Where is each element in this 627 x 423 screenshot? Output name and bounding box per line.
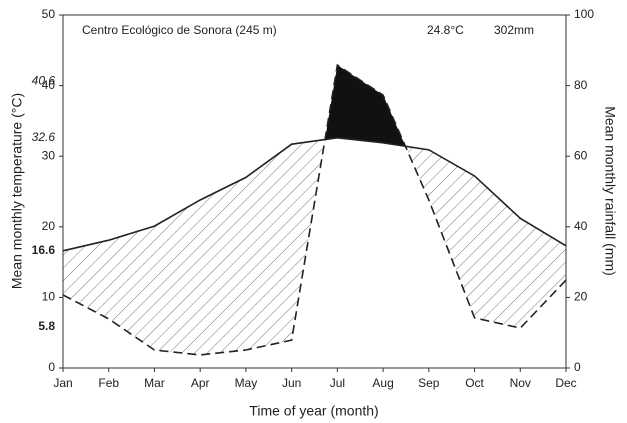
annual-rainfall: 302mm bbox=[494, 23, 534, 37]
temperature-line bbox=[62, 137, 567, 252]
y2-axis-title: Mean monthly rainfall (mm) bbox=[602, 106, 618, 276]
station-title: Centro Ecológico de Sonora (245 m) bbox=[82, 23, 277, 37]
marked-value-label: 40.6 bbox=[32, 74, 56, 88]
x-tick-label: Jun bbox=[282, 376, 301, 390]
fills bbox=[63, 65, 566, 355]
x-tick-label: Jan bbox=[53, 376, 72, 390]
rainfall-line bbox=[62, 63, 567, 356]
y-tick-label: 20 bbox=[42, 219, 56, 233]
y-axis-title: Mean monthly temperature (°C) bbox=[9, 93, 25, 289]
dry-area bbox=[63, 137, 566, 355]
y-tick-label: 50 bbox=[42, 7, 56, 21]
x-tick-label: Aug bbox=[372, 376, 393, 390]
y-tick-label: 40 bbox=[42, 78, 56, 92]
y2-tick-label: 0 bbox=[574, 360, 581, 374]
x-tick-label: Nov bbox=[510, 376, 531, 390]
x-tick-label: Feb bbox=[98, 376, 119, 390]
x-tick-label: Mar bbox=[144, 376, 165, 390]
x-tick-label: May bbox=[235, 376, 258, 390]
x-tick-label: Apr bbox=[191, 376, 210, 390]
annual-temperature: 24.8°C bbox=[427, 23, 464, 37]
y2-tick-label: 60 bbox=[574, 148, 588, 162]
marked-value-label: 16.6 bbox=[32, 243, 56, 257]
plot-frame bbox=[62, 14, 567, 369]
y2-tick-label: 40 bbox=[574, 219, 588, 233]
y-tick-label: 10 bbox=[42, 290, 56, 304]
x-tick-label: Oct bbox=[465, 376, 484, 390]
y2-tick-label: 100 bbox=[574, 7, 594, 21]
x-tick-label: Sep bbox=[418, 376, 440, 390]
x-tick-label: Dec bbox=[555, 376, 576, 390]
x-tick-label: Jul bbox=[330, 376, 345, 390]
x-axis-title: Time of year (month) bbox=[249, 403, 378, 419]
y2-tick-label: 80 bbox=[574, 78, 588, 92]
marked-value-label: 32.6 bbox=[32, 130, 56, 144]
marked-value-label: 5.8 bbox=[38, 319, 55, 333]
y2-tick-label: 20 bbox=[574, 290, 588, 304]
y-tick-label: 0 bbox=[48, 360, 55, 374]
y-tick-label: 30 bbox=[42, 148, 56, 162]
